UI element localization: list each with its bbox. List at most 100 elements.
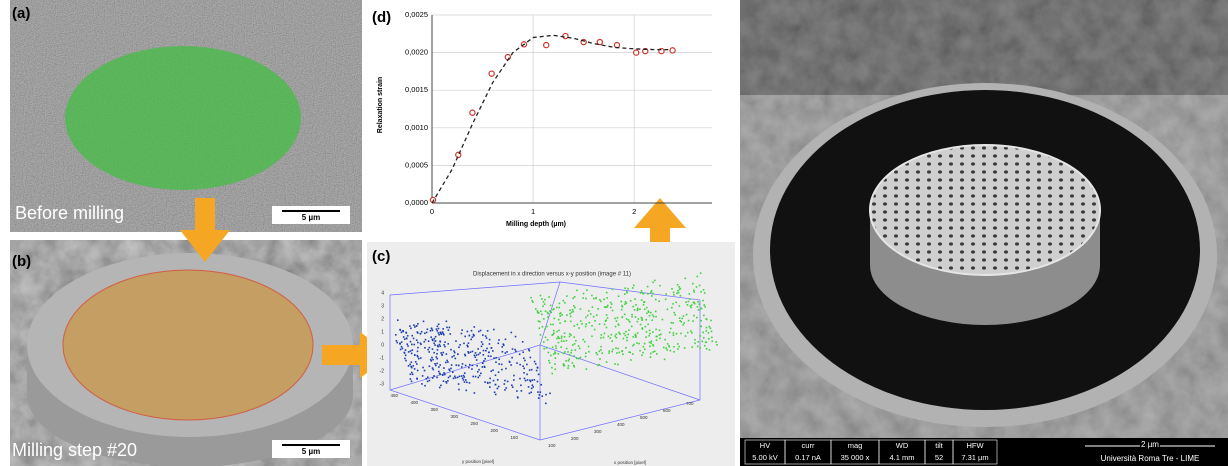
point bbox=[489, 386, 491, 388]
point bbox=[656, 336, 658, 338]
point bbox=[444, 341, 446, 343]
point bbox=[438, 323, 440, 325]
point bbox=[687, 332, 689, 334]
point bbox=[458, 365, 460, 367]
point bbox=[479, 352, 481, 354]
point bbox=[630, 359, 632, 361]
point bbox=[567, 351, 569, 353]
point bbox=[709, 349, 711, 351]
point bbox=[687, 304, 689, 306]
point bbox=[410, 350, 412, 352]
point bbox=[548, 352, 550, 354]
point bbox=[505, 387, 507, 389]
y-tick-label: 0,0005 bbox=[405, 160, 428, 169]
point bbox=[401, 341, 403, 343]
point bbox=[637, 321, 639, 323]
point bbox=[689, 293, 691, 295]
point bbox=[583, 293, 585, 295]
point bbox=[461, 375, 463, 377]
point bbox=[631, 314, 633, 316]
point bbox=[529, 393, 531, 395]
point bbox=[699, 285, 701, 287]
point bbox=[550, 355, 552, 357]
point bbox=[541, 298, 543, 300]
point bbox=[454, 352, 456, 354]
point bbox=[565, 360, 567, 362]
point bbox=[481, 346, 483, 348]
point bbox=[558, 319, 560, 321]
point bbox=[495, 384, 497, 386]
point bbox=[489, 339, 491, 341]
point bbox=[457, 377, 459, 379]
point bbox=[436, 363, 438, 365]
point bbox=[546, 326, 548, 328]
point bbox=[502, 351, 504, 353]
point bbox=[644, 301, 646, 303]
point bbox=[486, 348, 488, 350]
point bbox=[537, 367, 539, 369]
point bbox=[632, 353, 634, 355]
point bbox=[467, 331, 469, 333]
point bbox=[525, 380, 527, 382]
point bbox=[434, 344, 436, 346]
point bbox=[710, 320, 712, 322]
point bbox=[405, 354, 407, 356]
point bbox=[459, 344, 461, 346]
point bbox=[649, 345, 651, 347]
point bbox=[539, 394, 541, 396]
point bbox=[585, 356, 587, 358]
point bbox=[476, 354, 478, 356]
point bbox=[520, 384, 522, 386]
point bbox=[675, 302, 677, 304]
point bbox=[710, 327, 712, 329]
point bbox=[485, 335, 487, 337]
point bbox=[564, 365, 566, 367]
point bbox=[570, 352, 572, 354]
point bbox=[673, 294, 675, 296]
point bbox=[659, 334, 661, 336]
point bbox=[601, 352, 603, 354]
x-tick-label: 300 bbox=[594, 429, 602, 434]
point bbox=[706, 327, 708, 329]
point bbox=[563, 340, 565, 342]
point bbox=[578, 327, 580, 329]
point bbox=[647, 293, 649, 295]
point bbox=[700, 272, 702, 274]
point bbox=[655, 329, 657, 331]
point bbox=[658, 300, 660, 302]
point bbox=[436, 353, 438, 355]
point bbox=[643, 304, 645, 306]
point bbox=[455, 358, 457, 360]
point bbox=[449, 333, 451, 335]
point bbox=[549, 393, 551, 395]
point bbox=[638, 343, 640, 345]
point bbox=[493, 380, 495, 382]
point bbox=[633, 285, 635, 287]
point bbox=[674, 314, 676, 316]
region-highlight bbox=[65, 46, 301, 190]
point bbox=[440, 385, 442, 387]
x-tick-label: 2 bbox=[632, 207, 636, 216]
x-tick-label: 100 bbox=[548, 443, 556, 448]
x-tick-label: 0 bbox=[430, 207, 434, 216]
point bbox=[474, 355, 476, 357]
point bbox=[529, 379, 531, 381]
point bbox=[698, 309, 700, 311]
point bbox=[569, 309, 571, 311]
point bbox=[645, 336, 647, 338]
point bbox=[603, 337, 605, 339]
point bbox=[652, 282, 654, 284]
point bbox=[652, 331, 654, 333]
point bbox=[401, 346, 403, 348]
point bbox=[438, 366, 440, 368]
point bbox=[455, 364, 457, 366]
point bbox=[564, 336, 566, 338]
point bbox=[704, 292, 706, 294]
data-point bbox=[489, 71, 494, 76]
point bbox=[660, 334, 662, 336]
info-value: 52 bbox=[935, 453, 943, 462]
point bbox=[697, 301, 699, 303]
point bbox=[531, 388, 533, 390]
point bbox=[651, 290, 653, 292]
point bbox=[469, 335, 471, 337]
